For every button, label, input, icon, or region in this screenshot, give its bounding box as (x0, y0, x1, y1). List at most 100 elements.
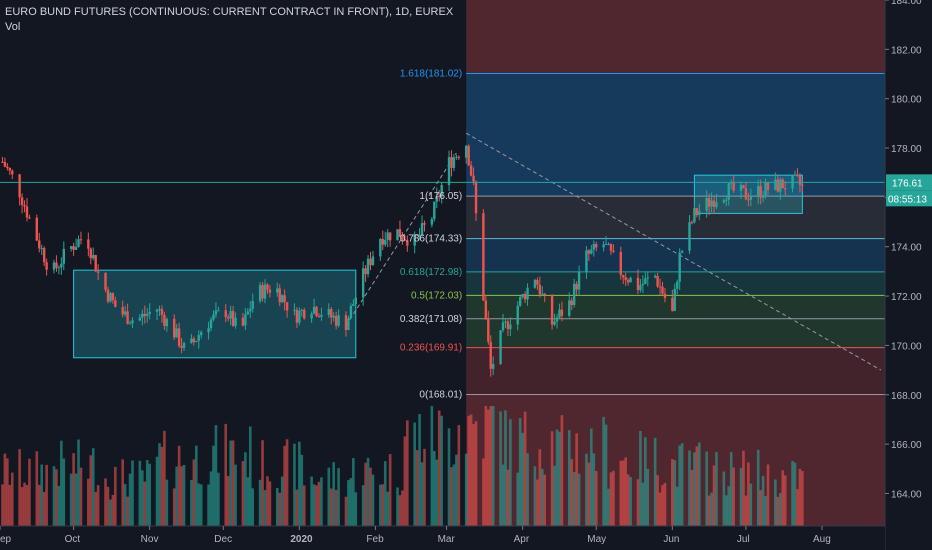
volume-bar (354, 492, 358, 526)
candle-body (423, 223, 426, 225)
candle-body (656, 275, 659, 287)
volume-bar (742, 450, 745, 526)
volume-bar (656, 475, 659, 526)
candle-body (587, 250, 591, 254)
candle-body (298, 310, 301, 323)
trend-lines[interactable] (345, 132, 882, 371)
candle-body (241, 317, 245, 326)
candle-body (278, 288, 281, 303)
volume-bar (177, 445, 181, 526)
volume-bar (567, 430, 571, 526)
candle-body (543, 293, 546, 295)
volume-bar (506, 469, 510, 526)
fib-zone (466, 238, 885, 272)
volume-bar (509, 419, 512, 526)
fib-zone (466, 271, 885, 296)
candle-body (285, 302, 289, 311)
volume-label[interactable]: Vol (5, 21, 21, 33)
volume-bar (175, 466, 178, 526)
fib-level-label: 1(176.05) (419, 191, 462, 202)
volume-bar (383, 461, 387, 526)
candle-body (518, 296, 522, 306)
volume-bar (96, 485, 100, 526)
volume-bar (406, 420, 409, 526)
volume-bar (141, 470, 144, 526)
time-axis[interactable]: ep Oct Nov Dec 2020 Feb Mar Apr May Jun Jul Aug (0, 525, 885, 550)
volume-bar (60, 440, 63, 526)
volume-bar (602, 416, 605, 526)
time-tick-label: Mar (438, 534, 456, 545)
volume-bar (128, 473, 132, 526)
volume-bar (349, 478, 353, 526)
candle-body (266, 284, 269, 290)
volume-bar (550, 431, 554, 526)
time-tick-label: Nov (141, 534, 159, 545)
price-tick-label: 178.00 (891, 144, 922, 155)
candle-body (334, 315, 338, 326)
volume-bar (516, 472, 520, 526)
candle-body (604, 244, 608, 246)
volume-bar (229, 440, 232, 526)
candle-body (300, 309, 304, 311)
candle-body (55, 262, 58, 268)
candle-body (234, 317, 237, 326)
candle-body (25, 206, 29, 218)
volume-bar (420, 462, 424, 526)
candle-body (430, 219, 434, 225)
candle-body (40, 248, 43, 250)
candle-body (438, 195, 441, 197)
fib-level-label: 0.618(172.98) (400, 267, 462, 278)
volume-bar (280, 476, 284, 526)
candle-body (469, 165, 473, 176)
candle-body (646, 277, 649, 279)
candle-body (111, 293, 115, 301)
volume-bar (619, 460, 623, 526)
volume-bar (680, 443, 684, 526)
candle-body (550, 294, 554, 325)
candle-body (74, 246, 78, 250)
volume-bar (329, 488, 333, 526)
candle-body (165, 318, 169, 327)
candle-body (295, 309, 299, 323)
candle-body (415, 234, 419, 236)
fib-zone (466, 196, 885, 239)
volume-bar (369, 467, 372, 526)
volume-bar (69, 473, 73, 526)
volume-bar (778, 493, 782, 526)
candle-body (268, 289, 272, 293)
volume-bar (722, 471, 726, 526)
candle-body (72, 246, 75, 250)
volume-bar (55, 469, 58, 526)
candle-body (128, 323, 132, 325)
volume-bar (766, 464, 770, 526)
candle-body (472, 175, 475, 182)
candle-body (28, 217, 31, 219)
time-tick-label: Feb (366, 534, 384, 545)
price-tick-label: 166.00 (891, 440, 922, 451)
volume-bar (698, 442, 701, 526)
price-axis[interactable]: 184.00182.00180.00178.00176.00174.00172.… (884, 0, 932, 550)
candle-body (536, 279, 539, 285)
candle-body (506, 321, 510, 330)
candle-body (521, 293, 524, 297)
volume-bar (523, 411, 527, 526)
consolidation-boxes[interactable] (73, 174, 803, 359)
candle-body (18, 174, 21, 198)
volume-bar (732, 467, 735, 526)
candle-body (501, 322, 505, 331)
candle-body (396, 229, 399, 241)
candle-body (492, 363, 495, 369)
candle-body (783, 188, 787, 190)
candle-body (366, 258, 370, 275)
candle-body (226, 317, 230, 319)
volume-bar (106, 486, 110, 526)
time-tick-label: Aug (813, 534, 831, 545)
volume-bar (538, 449, 542, 526)
volume-bar (504, 410, 507, 526)
volume-bar (725, 495, 728, 526)
volume-bar (298, 441, 301, 526)
symbol-title[interactable]: EURO BUND FUTURES (CONTINUOUS: CURRENT C… (5, 6, 454, 18)
candle-body (484, 300, 488, 319)
candle-body (761, 196, 765, 198)
